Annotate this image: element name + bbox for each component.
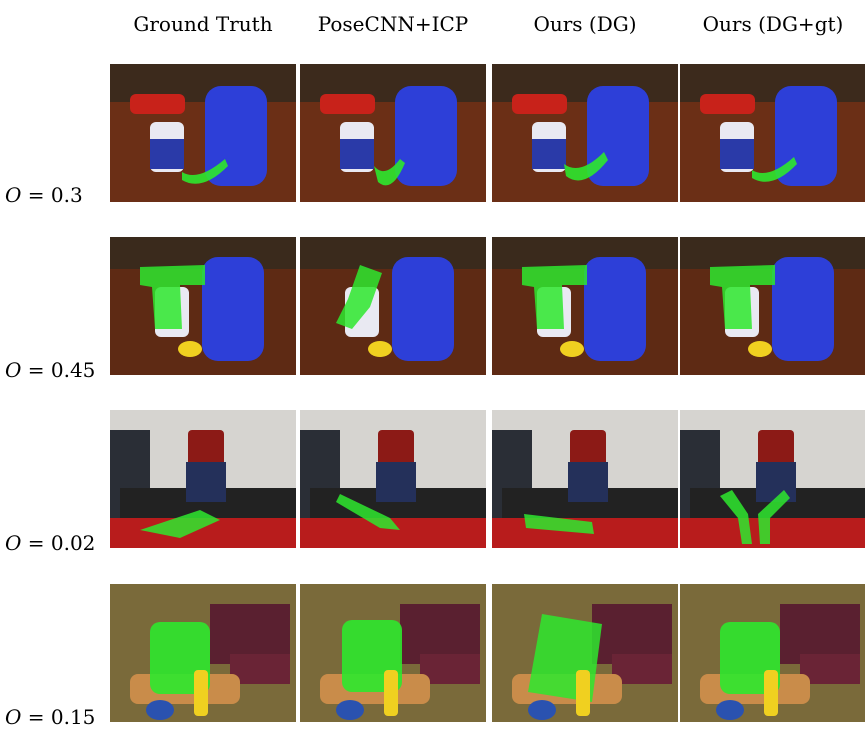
result-image-r1-posecnn-icp [300,64,486,202]
column-header-ours-dg: Ours (DG) [533,12,637,36]
result-image-r3-posecnn-icp [300,410,486,548]
result-image-r3-ground-truth [110,410,296,548]
result-image-r4-posecnn-icp [300,584,486,722]
result-image-r4-ours-dg-gt [680,584,865,722]
column-header-posecnn-icp: PoseCNN+ICP [317,12,469,36]
row-label-occlusion-3: O = 0.02 [5,531,96,555]
result-image-r1-ours-dg-gt [680,64,865,202]
result-image-r2-ground-truth [110,237,296,375]
result-image-r2-ours-dg [492,237,678,375]
result-image-r2-posecnn-icp [300,237,486,375]
column-header-ours-dg-gt: Ours (DG+gt) [702,12,844,36]
result-image-r2-ours-dg-gt [680,237,865,375]
result-image-r1-ground-truth [110,64,296,202]
result-image-r3-ours-dg-gt [680,410,865,548]
row-label-occlusion-2: O = 0.45 [5,358,96,382]
result-image-r4-ours-dg [492,584,678,722]
row-label-occlusion-1: O = 0.3 [5,183,83,207]
row-label-occlusion-4: O = 0.15 [5,705,96,729]
result-image-r4-ground-truth [110,584,296,722]
result-image-r1-ours-dg [492,64,678,202]
column-header-ground-truth: Ground Truth [133,12,273,36]
result-image-r3-ours-dg [492,410,678,548]
